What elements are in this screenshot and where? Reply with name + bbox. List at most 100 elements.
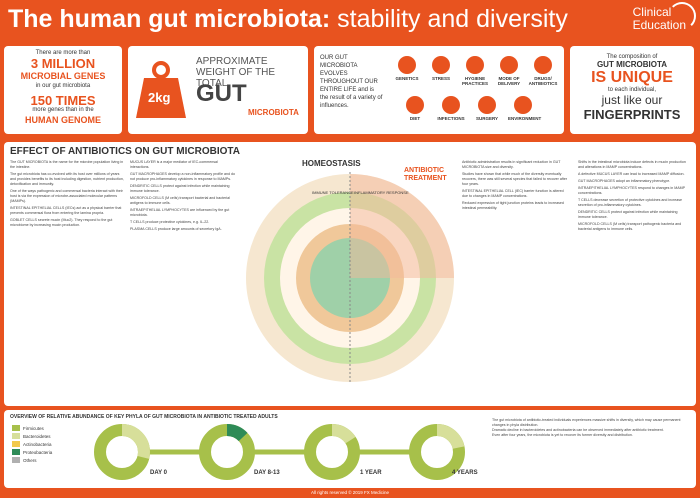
title-rest: stability and diversity <box>330 5 568 33</box>
hygiene-icon <box>466 56 484 74</box>
phyla-donuts: DAY 0 DAY 8-13 1 YEAR 4 YEARS <box>94 424 478 480</box>
col2-p: GUT MACROPHAGES develop a non-inflammato… <box>130 172 235 181</box>
factor-hygiene: HYGIENE PRACTICES <box>460 56 490 86</box>
col4-p: T CELLS decrease secretion of protective… <box>578 198 683 207</box>
factor-diet: DIET <box>400 96 430 121</box>
influences-box: OUR GUT MICROBIOTA EVOLVES THROUGHOUT OU… <box>314 46 564 134</box>
unique-line3: IS UNIQUE <box>591 69 673 86</box>
col2-p: T CELLS produce protective cytokines, e.… <box>130 220 210 224</box>
factor-label: MODE OF DELIVERY <box>497 76 521 86</box>
infection-icon <box>442 96 460 114</box>
col-antibiotic-1: Antibiotic administration results in sig… <box>462 160 570 213</box>
banner: There are more than 3 MILLION MICROBIAL … <box>0 42 700 138</box>
donut-day0 <box>94 424 150 480</box>
factor-genetics: GENETICS <box>392 56 422 81</box>
col-homeostasis-2: MUCUS LAYER is a major mediator of IEC-c… <box>130 160 238 234</box>
genetics-icon <box>398 56 416 74</box>
col2-p: MUCUS LAYER is a major mediator of IEC-c… <box>130 160 218 169</box>
col4-p: INTRAEPITHELIAL LYMPHOCYTES respond to c… <box>578 186 685 195</box>
col-homeostasis-1: The GUT MICROBIOTA is the name for the m… <box>10 160 124 230</box>
influences-intro: OUR GUT MICROBIOTA EVOLVES THROUGHOUT OU… <box>320 55 383 109</box>
legend-item: Actinobacteria <box>12 440 52 448</box>
col3-p: Reduced expression of tight junction pro… <box>462 201 564 210</box>
factor-delivery: MODE OF DELIVERY <box>494 56 524 86</box>
legend-swatch <box>12 441 20 447</box>
col3-p: INTESTINAL EPITHELIAL CELL (IEC) barrier… <box>462 189 564 198</box>
treatment-label: TREATMENT <box>404 175 447 182</box>
legend-label: Proteobacteria <box>23 449 53 455</box>
timepoint-label: 4 YEARS <box>452 470 478 476</box>
genes-line6: more genes than in the <box>32 107 94 113</box>
phyla-overview: OVERVIEW OF RELATIVE ABUNDANCE OF KEY PH… <box>4 410 696 488</box>
factor-label: DIET <box>409 116 421 121</box>
genes-box: There are more than 3 MILLION MICROBIAL … <box>4 46 122 134</box>
col2-p: MICROFOLD CELLS (M cells) transport bact… <box>130 196 230 205</box>
col2-p: DENDRITIC CELLS protect against infectio… <box>130 184 230 193</box>
col1-p: GOBLET CELLS secrete mucin (Muc2). They … <box>10 218 113 227</box>
weight-line2: WEIGHT OF THE TOTAL <box>196 67 276 89</box>
timepoint-label: DAY 8-13 <box>254 470 280 476</box>
homeostasis-label: HOMEOSTASIS <box>302 159 361 168</box>
col4-p: Shifts in the intestinal microbiota indu… <box>578 160 686 169</box>
overview-p: The gut microbiota of antibiotic-treated… <box>492 418 681 427</box>
col2-p: PLASMA CELLS produce large amounts of se… <box>130 227 222 231</box>
genes-line5: 150 TIMES <box>30 93 96 108</box>
legend-label: Others <box>23 457 37 463</box>
legend-label: Actinobacteria <box>23 441 52 447</box>
factor-environment: ENVIRONMENT <box>508 96 542 121</box>
weight-box: 2kg APPROXIMATE WEIGHT OF THE TOTAL GUT … <box>128 46 308 134</box>
environment-icon <box>514 96 532 114</box>
legend-swatch <box>12 457 20 463</box>
factor-label: DRUGS/ ANTIBIOTICS <box>528 76 558 86</box>
legend-item: Proteobacteria <box>12 448 52 456</box>
section-title: EFFECT OF ANTIBIOTICS ON GUT MICROBIOTA <box>10 146 240 157</box>
genes-line4: in our gut microbiota <box>35 83 91 89</box>
gut-wall-diagram: HOMEOSTASIS ANTIBIOTIC TREATMENT IMMUNE … <box>246 159 454 384</box>
antibiotics-section: EFFECT OF ANTIBIOTICS ON GUT MICROBIOTA … <box>4 142 696 406</box>
legend-swatch <box>12 425 20 431</box>
col4-p: DENDRITIC CELLS protect against infectio… <box>578 210 678 219</box>
donut-1year <box>304 424 360 480</box>
factor-label: ENVIRONMENT <box>508 116 542 121</box>
genes-line3: MICROBIAL GENES <box>20 71 106 81</box>
col4-p: MICROFOLD CELLS (M cells) transport path… <box>578 222 682 231</box>
legend-label: Firmicutes <box>23 425 44 431</box>
factor-label: HYGIENE PRACTICES <box>461 76 488 86</box>
col4-p: A defective MUCUS LAYER can lead to incr… <box>578 172 685 176</box>
footer-copyright: All rights reserved © 2019 FX Medicine <box>310 490 390 495</box>
overview-p: Dramatic decline in bacteroidetes and ac… <box>492 428 664 432</box>
factor-drugs: DRUGS/ ANTIBIOTICS <box>528 56 558 86</box>
weight-line1: APPROXIMATE <box>196 56 268 67</box>
factor-stress: STRESS <box>426 56 456 81</box>
legend-label: Bacteroidetes <box>23 433 51 439</box>
timepoint-label: DAY 0 <box>150 470 168 476</box>
legend-item: Others <box>12 456 52 464</box>
header: The human gut microbiota: stability and … <box>0 0 700 40</box>
unique-line4: to each individual, <box>607 87 657 93</box>
donut-day8 <box>199 424 255 480</box>
overview-p: Even after four years, the microbiota is… <box>492 433 633 437</box>
title-bold: The human gut microbiota: <box>8 5 331 33</box>
delivery-icon <box>500 56 518 74</box>
col2-p: INTRAEPITHELIAL LYMPHOCYTES are influenc… <box>130 208 230 217</box>
unique-line2: GUT MICROBIOTA <box>596 60 668 69</box>
timepoint-label: 1 YEAR <box>360 470 382 476</box>
pill-icon <box>534 56 552 74</box>
diet-icon <box>406 96 424 114</box>
genes-line2: 3 MILLION <box>30 56 96 71</box>
factor-label: INFECTIONS <box>437 116 465 121</box>
legend-item: Bacteroidetes <box>12 432 52 440</box>
unique-line1: The composition of <box>606 54 658 60</box>
legend-swatch <box>12 433 20 439</box>
antibiotic-label: ANTIBIOTIC <box>404 167 444 174</box>
unique-line5: just like our <box>601 93 663 107</box>
brand-line1: Clinical <box>632 5 672 19</box>
legend-item: Firmicutes <box>12 424 52 432</box>
col-antibiotic-2: Shifts in the intestinal microbiota indu… <box>578 160 690 234</box>
weight-value: 2kg <box>148 90 171 105</box>
immune-tolerance-label: IMMUNE TOLERANCE <box>312 190 354 195</box>
factor-infections: INFECTIONS <box>436 96 466 121</box>
factor-label: STRESS <box>431 76 450 81</box>
inflammatory-response-label: INFLAMMATORY RESPONSE <box>354 190 409 195</box>
factor-label: SURGERY <box>475 116 499 121</box>
